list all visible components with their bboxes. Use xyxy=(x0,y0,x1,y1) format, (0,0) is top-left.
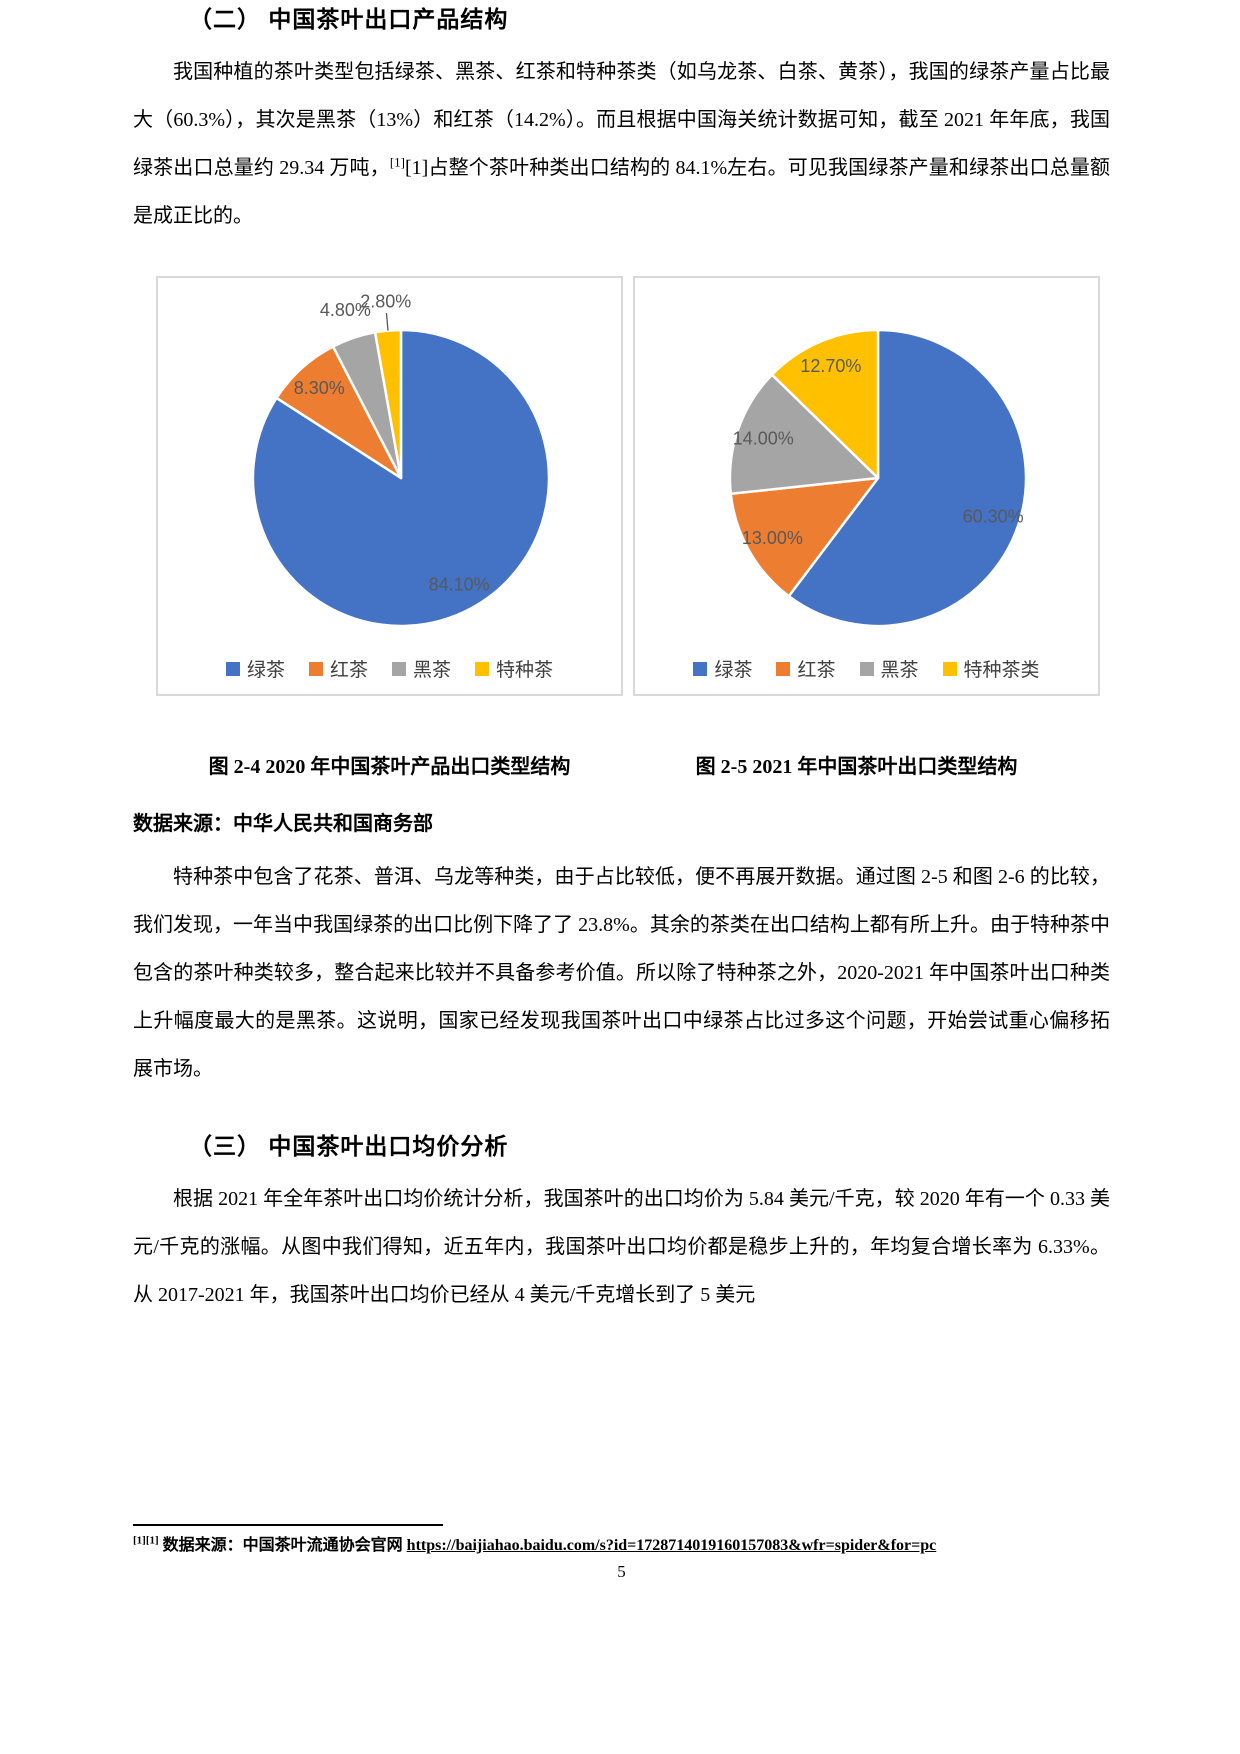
legend-label: 特种茶 xyxy=(496,660,554,681)
paragraph-comparison: 特种茶中包含了花茶、普洱、乌龙等种类，由于占比较低，便不再展开数据。通过图 2-… xyxy=(133,866,1110,1080)
caption-fig-2-5: 图 2-5 2021 年中国茶叶出口类型结构 xyxy=(695,756,1018,778)
legend-item-黑茶: 黑茶 xyxy=(392,655,451,682)
pie-chart-2021: 60.30% 13.00% 14.00% 12.70% xyxy=(728,328,1028,628)
legend-2020: 绿茶 红茶 黑茶 特种茶 xyxy=(158,655,621,682)
pie-slice-绿茶 xyxy=(787,328,1028,628)
legend-swatch-icon xyxy=(308,661,323,676)
pie-data-label-红茶: 8.30% xyxy=(294,378,345,398)
paragraph-export-overview: 我国种植的茶叶类型包括绿茶、黑茶、红茶和特种茶类（如乌龙茶、白茶、黄茶），我国的… xyxy=(133,48,1110,240)
paragraph-text: [1]占整个茶叶种类出口结构的 84.1%左右。可见我国绿茶产量和绿茶出口总量额… xyxy=(133,157,1110,227)
pie-chart-2020: 84.10% 8.30% 4.80%2.80% xyxy=(251,292,551,628)
legend-item-红茶: 红茶 xyxy=(308,655,368,682)
footnote-line: [1][1] 数据来源：中国茶叶流通协会官网 https://baijiahao… xyxy=(133,1534,1110,1558)
legend-label: 红茶 xyxy=(329,660,368,681)
pie-data-label-黑茶: 14.00% xyxy=(733,428,794,448)
caption-fig-2-4: 图 2-4 2020 年中国茶叶产品出口类型结构 xyxy=(208,756,571,778)
pie-slice-黑茶 xyxy=(728,373,880,496)
pie-slice-绿茶 xyxy=(251,328,551,628)
data-source-line: 数据来源：中华人民共和国商务部 xyxy=(133,813,433,835)
legend-item-绿茶: 绿茶 xyxy=(693,655,752,682)
legend-label: 黑茶 xyxy=(413,660,452,681)
legend-swatch-icon xyxy=(776,661,791,676)
legend-label: 红茶 xyxy=(797,660,836,681)
legend-label: 绿茶 xyxy=(714,660,753,681)
pie-data-label-特种茶: 2.80% xyxy=(360,292,411,312)
page-content: （二） 中国茶叶出口产品结构 我国种植的茶叶类型包括绿茶、黑茶、红茶和特种茶类（… xyxy=(133,0,1110,1319)
captions-row: 图 2-4 2020 年中国茶叶产品出口类型结构 图 2-5 2021 年中国茶… xyxy=(156,750,1100,779)
legend-item-特种茶: 特种茶 xyxy=(475,655,553,682)
pie-slice-特种茶 xyxy=(373,328,403,480)
pie-data-label-红茶: 13.00% xyxy=(742,528,803,548)
pie-slice-红茶 xyxy=(729,476,880,598)
pie-slice-特种茶类 xyxy=(770,328,880,480)
legend-2021: 绿茶 红茶 黑茶 特种茶类 xyxy=(635,655,1098,682)
legend-swatch-icon xyxy=(475,661,490,676)
pie-data-label-绿茶: 60.30% xyxy=(963,507,1024,527)
legend-item-绿茶: 绿茶 xyxy=(225,655,285,682)
footnote-marker: [1][1] xyxy=(133,1534,159,1547)
legend-label: 黑茶 xyxy=(880,660,919,681)
footnote-source-text: 数据来源：中国茶叶流通协会官网 xyxy=(158,1537,407,1554)
pie-data-label-黑茶: 4.80% xyxy=(320,300,371,320)
legend-swatch-icon xyxy=(392,661,406,676)
pie-data-label-特种茶类: 12.70% xyxy=(800,356,861,376)
legend-label: 特种茶类 xyxy=(963,660,1040,681)
legend-swatch-icon xyxy=(693,661,708,676)
pie-chart-2021-figure: 60.30% 13.00% 14.00% 12.70% 绿茶 红茶 黑茶 特种茶类 xyxy=(633,276,1100,696)
legend-label: 绿茶 xyxy=(246,660,285,681)
footnote-ref-superscript: [1] xyxy=(389,154,405,170)
section-heading-export-structure: （二） 中国茶叶出口产品结构 xyxy=(189,6,509,32)
legend-swatch-icon xyxy=(942,661,957,676)
legend-item-特种茶类: 特种茶类 xyxy=(942,655,1040,682)
pie-data-label-绿茶: 84.10% xyxy=(429,575,490,595)
paragraph-text: 我国种植的茶叶类型包括绿茶、黑茶、红茶和特种茶类（如乌龙茶、白茶、黄茶），我国的… xyxy=(133,61,1110,179)
legend-item-红茶: 红茶 xyxy=(776,655,836,682)
page-number: 5 xyxy=(617,1562,626,1581)
pie-chart-2020-figure: 84.10% 8.30% 4.80% 2.80% 绿茶 红茶 黑茶 特种茶 xyxy=(156,276,623,696)
legend-swatch-icon xyxy=(225,661,240,676)
section-heading-price-analysis: （三） 中国茶叶出口均价分析 xyxy=(189,1133,509,1159)
footnote-divider xyxy=(133,1524,443,1526)
paragraph-price-analysis: 根据 2021 年全年茶叶出口均价统计分析，我国茶叶的出口均价为 5.84 美元… xyxy=(133,1188,1110,1306)
footnote-area: [1][1] 数据来源：中国茶叶流通协会官网 https://baijiahao… xyxy=(133,1524,1110,1582)
label-leader-line xyxy=(385,312,389,331)
legend-swatch-icon xyxy=(859,661,874,676)
charts-row: 84.10% 8.30% 4.80% 2.80% 绿茶 红茶 黑茶 特种茶 60.30% 13… xyxy=(156,276,1110,696)
footnote-url-link[interactable]: https://baijiahao.baidu.com/s?id=1728714… xyxy=(406,1537,937,1554)
legend-item-黑茶: 黑茶 xyxy=(859,655,919,682)
